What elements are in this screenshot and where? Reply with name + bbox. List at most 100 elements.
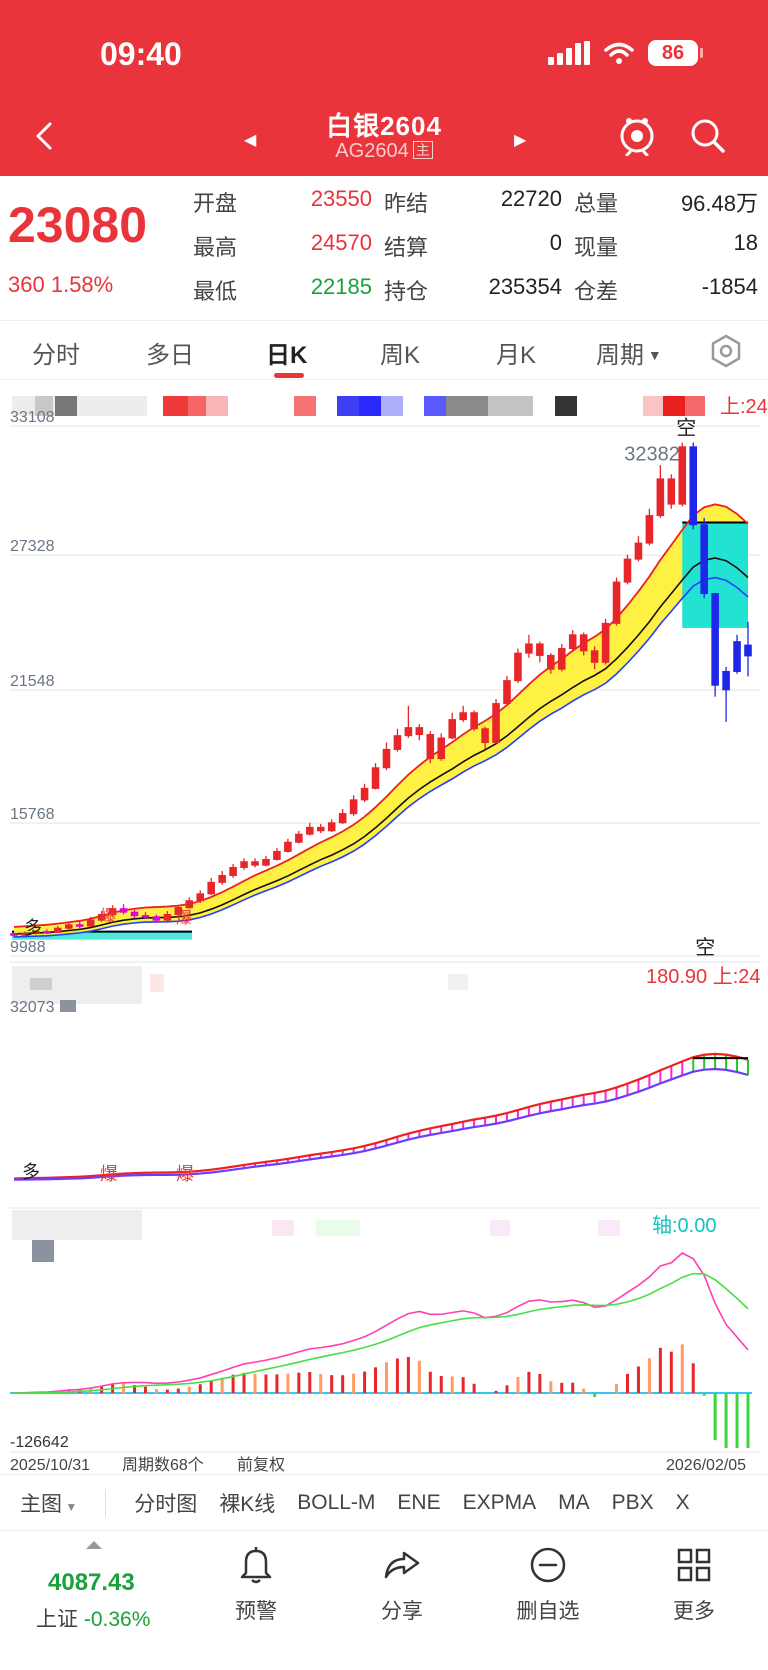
lower-band-line (13, 576, 749, 938)
candle (141, 912, 150, 920)
candle (514, 648, 522, 683)
legend-strip-top (12, 396, 705, 416)
tab-multiday[interactable]: 多日 (146, 342, 194, 369)
mid-signal-long: 多 (22, 1162, 40, 1182)
back-button[interactable] (28, 112, 62, 160)
candle (448, 712, 456, 740)
chevron-down-icon: ▼ (62, 1499, 78, 1514)
alert-button[interactable]: 预警 (206, 1545, 306, 1625)
candle (75, 921, 84, 929)
indicator-timeshare[interactable]: 分时图 (134, 1492, 198, 1516)
candle-body (338, 813, 347, 824)
indicator-bare-k[interactable]: 裸K线 (219, 1492, 276, 1516)
candle (316, 823, 325, 834)
signal-burst: 爆 (176, 908, 192, 927)
signal-burst: 爆 (100, 906, 116, 925)
candle-body (700, 524, 708, 595)
signal-long: 多 (24, 918, 42, 938)
candle (579, 632, 588, 656)
remove-watchlist-button[interactable]: 删自选 (498, 1545, 598, 1625)
candle (251, 858, 259, 868)
period-count: 周期数68个 (122, 1456, 204, 1474)
search-icon[interactable] (688, 116, 728, 156)
settings-hexagon-icon[interactable] (708, 333, 744, 369)
candle (108, 905, 117, 916)
indicator-ma[interactable]: MA (558, 1490, 590, 1514)
candle (371, 763, 380, 790)
more-button[interactable]: 更多 (644, 1545, 744, 1625)
price-axis: 33108 27328 21548 15768 9988 (10, 409, 55, 956)
indicator-more[interactable]: X (675, 1490, 690, 1514)
candle-body (349, 799, 358, 815)
candle-body (503, 680, 511, 705)
macd-layer (10, 1252, 752, 1448)
kline-chart[interactable]: 上:24 331082732821548157689988 32382空多爆爆 … (0, 380, 768, 1474)
tab-daily-k[interactable]: 日K (266, 342, 308, 369)
candle-body (382, 748, 391, 769)
candle-body (448, 719, 456, 739)
candle (590, 646, 599, 670)
candle-body (32, 931, 40, 934)
candle (426, 731, 435, 764)
candle (21, 931, 29, 937)
quote-label: 昨结 (384, 191, 429, 216)
indicator-expma[interactable]: EXPMA (462, 1490, 537, 1514)
candle-body (152, 916, 161, 921)
tab-monthly-k[interactable]: 月K (496, 342, 537, 369)
index-row: 上证 -0.36% (36, 1603, 150, 1633)
status-icons: 86 (548, 40, 703, 66)
index-name: 上证 (36, 1608, 78, 1631)
candle (174, 905, 183, 916)
tab-timeshare[interactable]: 分时 (32, 342, 80, 369)
tab-period[interactable]: 周期 ▼ (596, 335, 662, 370)
candle (503, 676, 511, 706)
indicator-boll-m[interactable]: BOLL-M (297, 1490, 376, 1514)
macd-dea-line (13, 1272, 749, 1394)
candle (207, 877, 215, 895)
alarm-icon[interactable] (616, 114, 658, 156)
candle (163, 911, 172, 922)
battery-icon: 86 (648, 40, 703, 66)
candle-body (10, 933, 18, 936)
tab-period-label: 周期 (596, 342, 644, 369)
candle (360, 783, 369, 803)
candle-body (86, 919, 95, 927)
candle-body (689, 446, 698, 526)
expand-up-icon (86, 1541, 102, 1549)
candle (97, 911, 106, 922)
indicator-pbx[interactable]: PBX (611, 1490, 654, 1514)
share-label: 分享 (381, 1600, 423, 1623)
signal-short: 空 (676, 417, 696, 440)
candle-body (174, 907, 183, 915)
bell-icon (240, 1547, 272, 1584)
wifi-icon (604, 42, 634, 64)
next-contract-button[interactable]: ▶ (514, 132, 527, 149)
mid-signal-burst: 爆 (100, 1164, 118, 1184)
candle-body (656, 478, 665, 517)
legend-strip-mid (12, 966, 468, 1012)
share-button[interactable]: 分享 (352, 1545, 452, 1625)
candle (273, 847, 281, 861)
candle-body (393, 735, 402, 750)
start-zone (12, 931, 192, 940)
candle-body (426, 734, 435, 760)
band-end-line (693, 1057, 748, 1060)
candle (645, 508, 654, 546)
quote-value: 96.48万 (680, 191, 758, 216)
candle-body (722, 670, 730, 691)
candle (634, 536, 643, 562)
candle-body (645, 515, 654, 544)
mid-signal-short: 空 (695, 936, 715, 959)
candle-body (360, 787, 369, 801)
contract-code-row: AG2604 主 (0, 140, 768, 163)
main-chart-selector[interactable]: 主图 ▼ (20, 1488, 77, 1518)
header-bar: 09:40 86 ◀ 白银2604 AG2604 主 ▶ (0, 0, 768, 176)
prev-contract-button[interactable]: ◀ (244, 132, 257, 149)
quote-label: 最高 (193, 235, 238, 260)
legend-strip-macd (12, 1210, 620, 1262)
mid-right-label: 180.90 上:24 (646, 965, 761, 988)
indicator-ene[interactable]: ENE (397, 1490, 441, 1514)
tab-weekly-k[interactable]: 周K (380, 342, 421, 369)
candle (481, 726, 489, 750)
axis-tick-label: 15768 (10, 806, 55, 823)
